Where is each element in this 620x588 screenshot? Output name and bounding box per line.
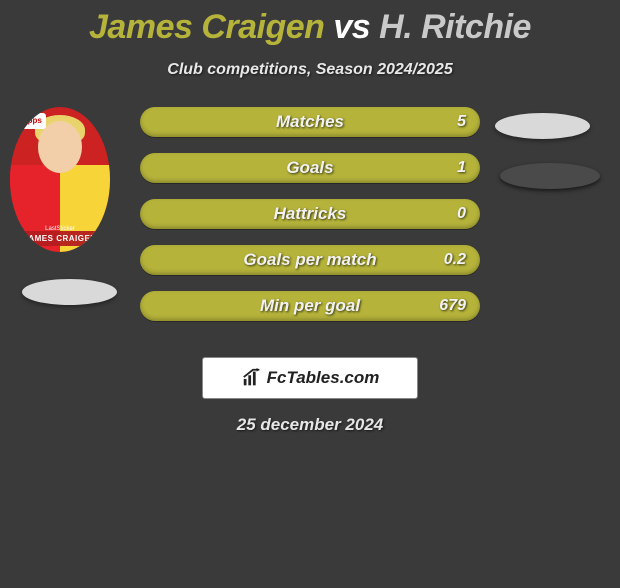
player2-name: H. Ritchie: [379, 8, 531, 46]
stat-right-value: 5: [457, 113, 466, 131]
stat-right-value: 0: [457, 205, 466, 223]
stat-row-hattricks: Hattricks 0: [140, 199, 480, 229]
stat-label: Goals: [286, 158, 333, 178]
brand-label: FcTables.com: [267, 368, 380, 388]
stat-row-goals-per-match: Goals per match 0.2: [140, 245, 480, 275]
stat-row-matches: Matches 5: [140, 107, 480, 137]
player2-pill-1: [495, 113, 590, 139]
avatar-nameplate: JAMES CRAIGEN: [18, 231, 102, 246]
stat-right-value: 679: [439, 297, 466, 315]
main-content: topps LastSticker JAMES CRAIGEN Matches 5…: [0, 107, 620, 347]
player1-name: James Craigen: [89, 8, 324, 46]
date-label: 25 december 2024: [0, 415, 620, 435]
stat-label: Min per goal: [260, 296, 360, 316]
subtitle: Club competitions, Season 2024/2025: [0, 61, 620, 79]
player1-pill: [22, 279, 117, 305]
avatar-badge: topps: [16, 113, 46, 129]
player1-avatar: topps LastSticker JAMES CRAIGEN: [10, 107, 110, 252]
stat-right-value: 0.2: [444, 251, 466, 269]
player2-pill-2: [500, 163, 600, 189]
vs-label: vs: [333, 8, 370, 46]
stat-label: Matches: [276, 112, 344, 132]
comparison-title: James Craigen vs H. Ritchie: [0, 8, 620, 47]
stat-label: Hattricks: [274, 204, 347, 224]
avatar-head: [38, 121, 82, 173]
stat-right-value: 1: [457, 159, 466, 177]
stat-row-min-per-goal: Min per goal 679: [140, 291, 480, 321]
chart-icon: [241, 367, 263, 389]
stats-bars: Matches 5 Goals 1 Hattricks 0 Goals per match 0…: [140, 107, 480, 337]
stat-label: Goals per match: [243, 250, 376, 270]
stat-row-goals: Goals 1: [140, 153, 480, 183]
brand-box: FcTables.com: [202, 357, 418, 399]
